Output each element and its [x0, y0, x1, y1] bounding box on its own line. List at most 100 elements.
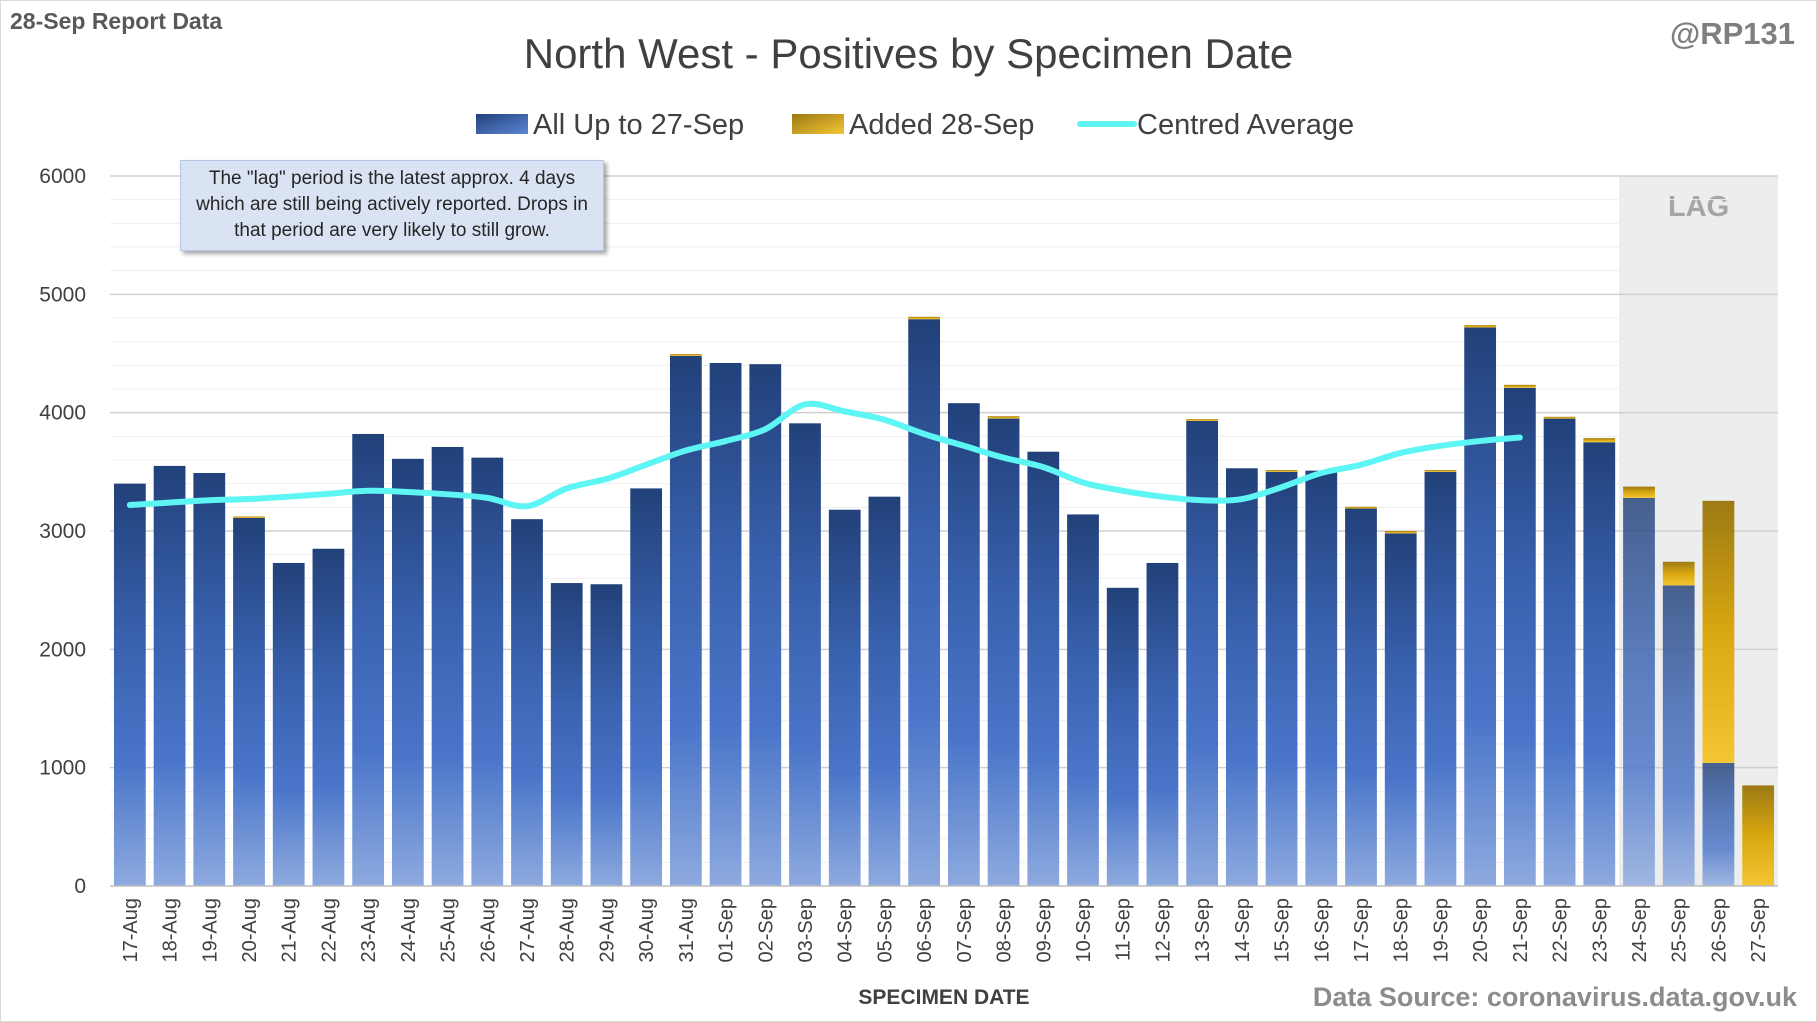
- x-axis-title: SPECIMEN DATE: [858, 986, 1029, 1009]
- bar-added-25-Sep: [1662, 561, 1695, 586]
- gridlines: [110, 175, 1778, 863]
- y-tick-label: 3000: [39, 520, 86, 543]
- bar-added-13-Sep: [1186, 419, 1219, 421]
- y-tick-label: 5000: [39, 283, 86, 306]
- bar-base-24-Aug: [391, 458, 424, 886]
- legend: All Up to 27-Sep Added 28-Sep Centred Aver…: [476, 109, 1354, 141]
- bar-base-08-Sep: [987, 418, 1020, 886]
- bar-base-06-Sep: [908, 319, 941, 886]
- bar-base-07-Sep: [947, 403, 980, 886]
- bar-base-21-Sep: [1503, 387, 1536, 886]
- bar-base-15-Sep: [1265, 471, 1298, 886]
- bar-base-11-Sep: [1106, 587, 1139, 886]
- x-tick-label: 30-Aug: [636, 898, 658, 963]
- x-tick-label: 19-Aug: [199, 898, 221, 963]
- bar-base-03-Sep: [789, 423, 821, 886]
- bar-added-27-Sep: [1742, 785, 1775, 886]
- x-tick-label: 03-Sep: [795, 898, 817, 963]
- bar-base-02-Sep: [749, 364, 782, 886]
- lag-label: LAG: [1668, 191, 1729, 223]
- bar-base-30-Aug: [630, 488, 663, 886]
- bar-base-27-Aug: [511, 519, 543, 886]
- y-tick-label: 1000: [39, 757, 86, 780]
- bar-base-16-Sep: [1305, 470, 1338, 886]
- x-tick-label: 23-Aug: [358, 898, 380, 963]
- bar-base-23-Sep: [1583, 442, 1616, 886]
- bar-base-31-Aug: [669, 355, 702, 886]
- chart-title: North West - Positives by Specimen Date: [523, 30, 1294, 77]
- bar-added-06-Sep: [908, 316, 941, 320]
- bar-base-20-Sep: [1464, 327, 1497, 886]
- bar-base-22-Sep: [1543, 418, 1576, 886]
- bar-base-17-Aug: [113, 483, 146, 886]
- bar-added-17-Sep: [1345, 506, 1377, 509]
- x-tick-label: 21-Sep: [1510, 898, 1532, 963]
- x-tick-label: 23-Sep: [1589, 898, 1611, 963]
- x-tick-label: 11-Sep: [1113, 898, 1135, 961]
- legend-label-average: Centred Average: [1137, 109, 1354, 141]
- x-tick-label: 31-Aug: [676, 898, 698, 963]
- bar-added-26-Sep: [1702, 500, 1735, 763]
- bar-added-24-Sep: [1623, 486, 1655, 498]
- x-tick-label: 05-Sep: [874, 898, 896, 963]
- bar-base-23-Aug: [352, 433, 385, 886]
- x-tick-label: 24-Sep: [1629, 898, 1651, 963]
- x-tick-label: 18-Aug: [160, 898, 182, 963]
- x-tick-label: 04-Sep: [835, 898, 857, 963]
- axes: 0 1000 2000 3000 4000 5000 6000 17-Aug 18-Aug 19-…: [39, 165, 1778, 1009]
- x-tick-label: 06-Sep: [914, 898, 936, 963]
- x-tick-label: 25-Aug: [438, 898, 460, 963]
- centred-average-line: [126, 400, 1523, 510]
- x-tick-label: 12-Sep: [1152, 898, 1174, 963]
- x-tick-label: 01-Sep: [716, 898, 738, 963]
- x-tick-label: 22-Sep: [1550, 898, 1572, 963]
- bar-base-17-Sep: [1345, 508, 1377, 886]
- bar-added-19-Sep: [1424, 470, 1457, 472]
- bar-added-22-Sep: [1543, 416, 1576, 419]
- bar-base-10-Sep: [1067, 514, 1099, 886]
- x-tick-label: 26-Aug: [477, 898, 499, 963]
- x-tick-label: 07-Sep: [954, 898, 976, 963]
- report-date-label: 28-Sep Report Data: [10, 8, 223, 34]
- bar-base-21-Aug: [272, 562, 305, 886]
- y-tick-label: 0: [74, 875, 86, 898]
- bar-base-12-Sep: [1146, 562, 1179, 886]
- bar-base-26-Sep: [1702, 762, 1735, 886]
- average-line-layer: [126, 400, 1523, 510]
- bar-added-20-Aug: [233, 516, 265, 518]
- y-tick-label: 6000: [39, 165, 86, 188]
- x-tick-label: 08-Sep: [994, 898, 1016, 963]
- bar-added-23-Sep: [1583, 438, 1616, 443]
- bar-base-22-Aug: [312, 548, 345, 886]
- x-tick-label: 16-Sep: [1311, 898, 1333, 963]
- x-tick-label: 18-Sep: [1391, 898, 1413, 963]
- bar-base-09-Sep: [1027, 451, 1060, 886]
- legend-label-base: All Up to 27-Sep: [533, 109, 744, 141]
- x-tick-label: 29-Aug: [596, 898, 618, 963]
- x-tick-label: 13-Sep: [1192, 898, 1214, 963]
- x-tick-label: 20-Aug: [239, 898, 261, 963]
- x-tick-label: 27-Sep: [1748, 898, 1770, 963]
- bar-added-21-Sep: [1503, 384, 1536, 388]
- bar-base-26-Aug: [471, 457, 504, 886]
- bar-base-28-Aug: [550, 583, 583, 886]
- x-tick-label: 22-Aug: [318, 898, 340, 963]
- bar-base-18-Sep: [1384, 533, 1417, 886]
- x-tick-label: 20-Sep: [1470, 898, 1492, 963]
- data-source-label: Data Source: coronavirus.data.gov.uk: [1312, 982, 1797, 1012]
- x-tick-label: 19-Sep: [1430, 898, 1452, 963]
- bar-base-25-Sep: [1662, 585, 1695, 886]
- bar-added-20-Sep: [1464, 325, 1497, 328]
- bar-base-25-Aug: [431, 446, 464, 886]
- x-tick-label: 10-Sep: [1073, 898, 1095, 963]
- legend-swatch-base: [476, 114, 528, 134]
- x-tick-label: 02-Sep: [755, 898, 777, 963]
- bar-added-08-Sep: [987, 416, 1020, 419]
- bar-base-24-Sep: [1623, 497, 1655, 886]
- x-tick-label: 25-Sep: [1669, 898, 1691, 963]
- bar-base-20-Aug: [233, 517, 265, 886]
- bar-base-19-Sep: [1424, 471, 1457, 886]
- bar-base-13-Sep: [1186, 420, 1219, 886]
- bar-base-04-Sep: [828, 509, 861, 886]
